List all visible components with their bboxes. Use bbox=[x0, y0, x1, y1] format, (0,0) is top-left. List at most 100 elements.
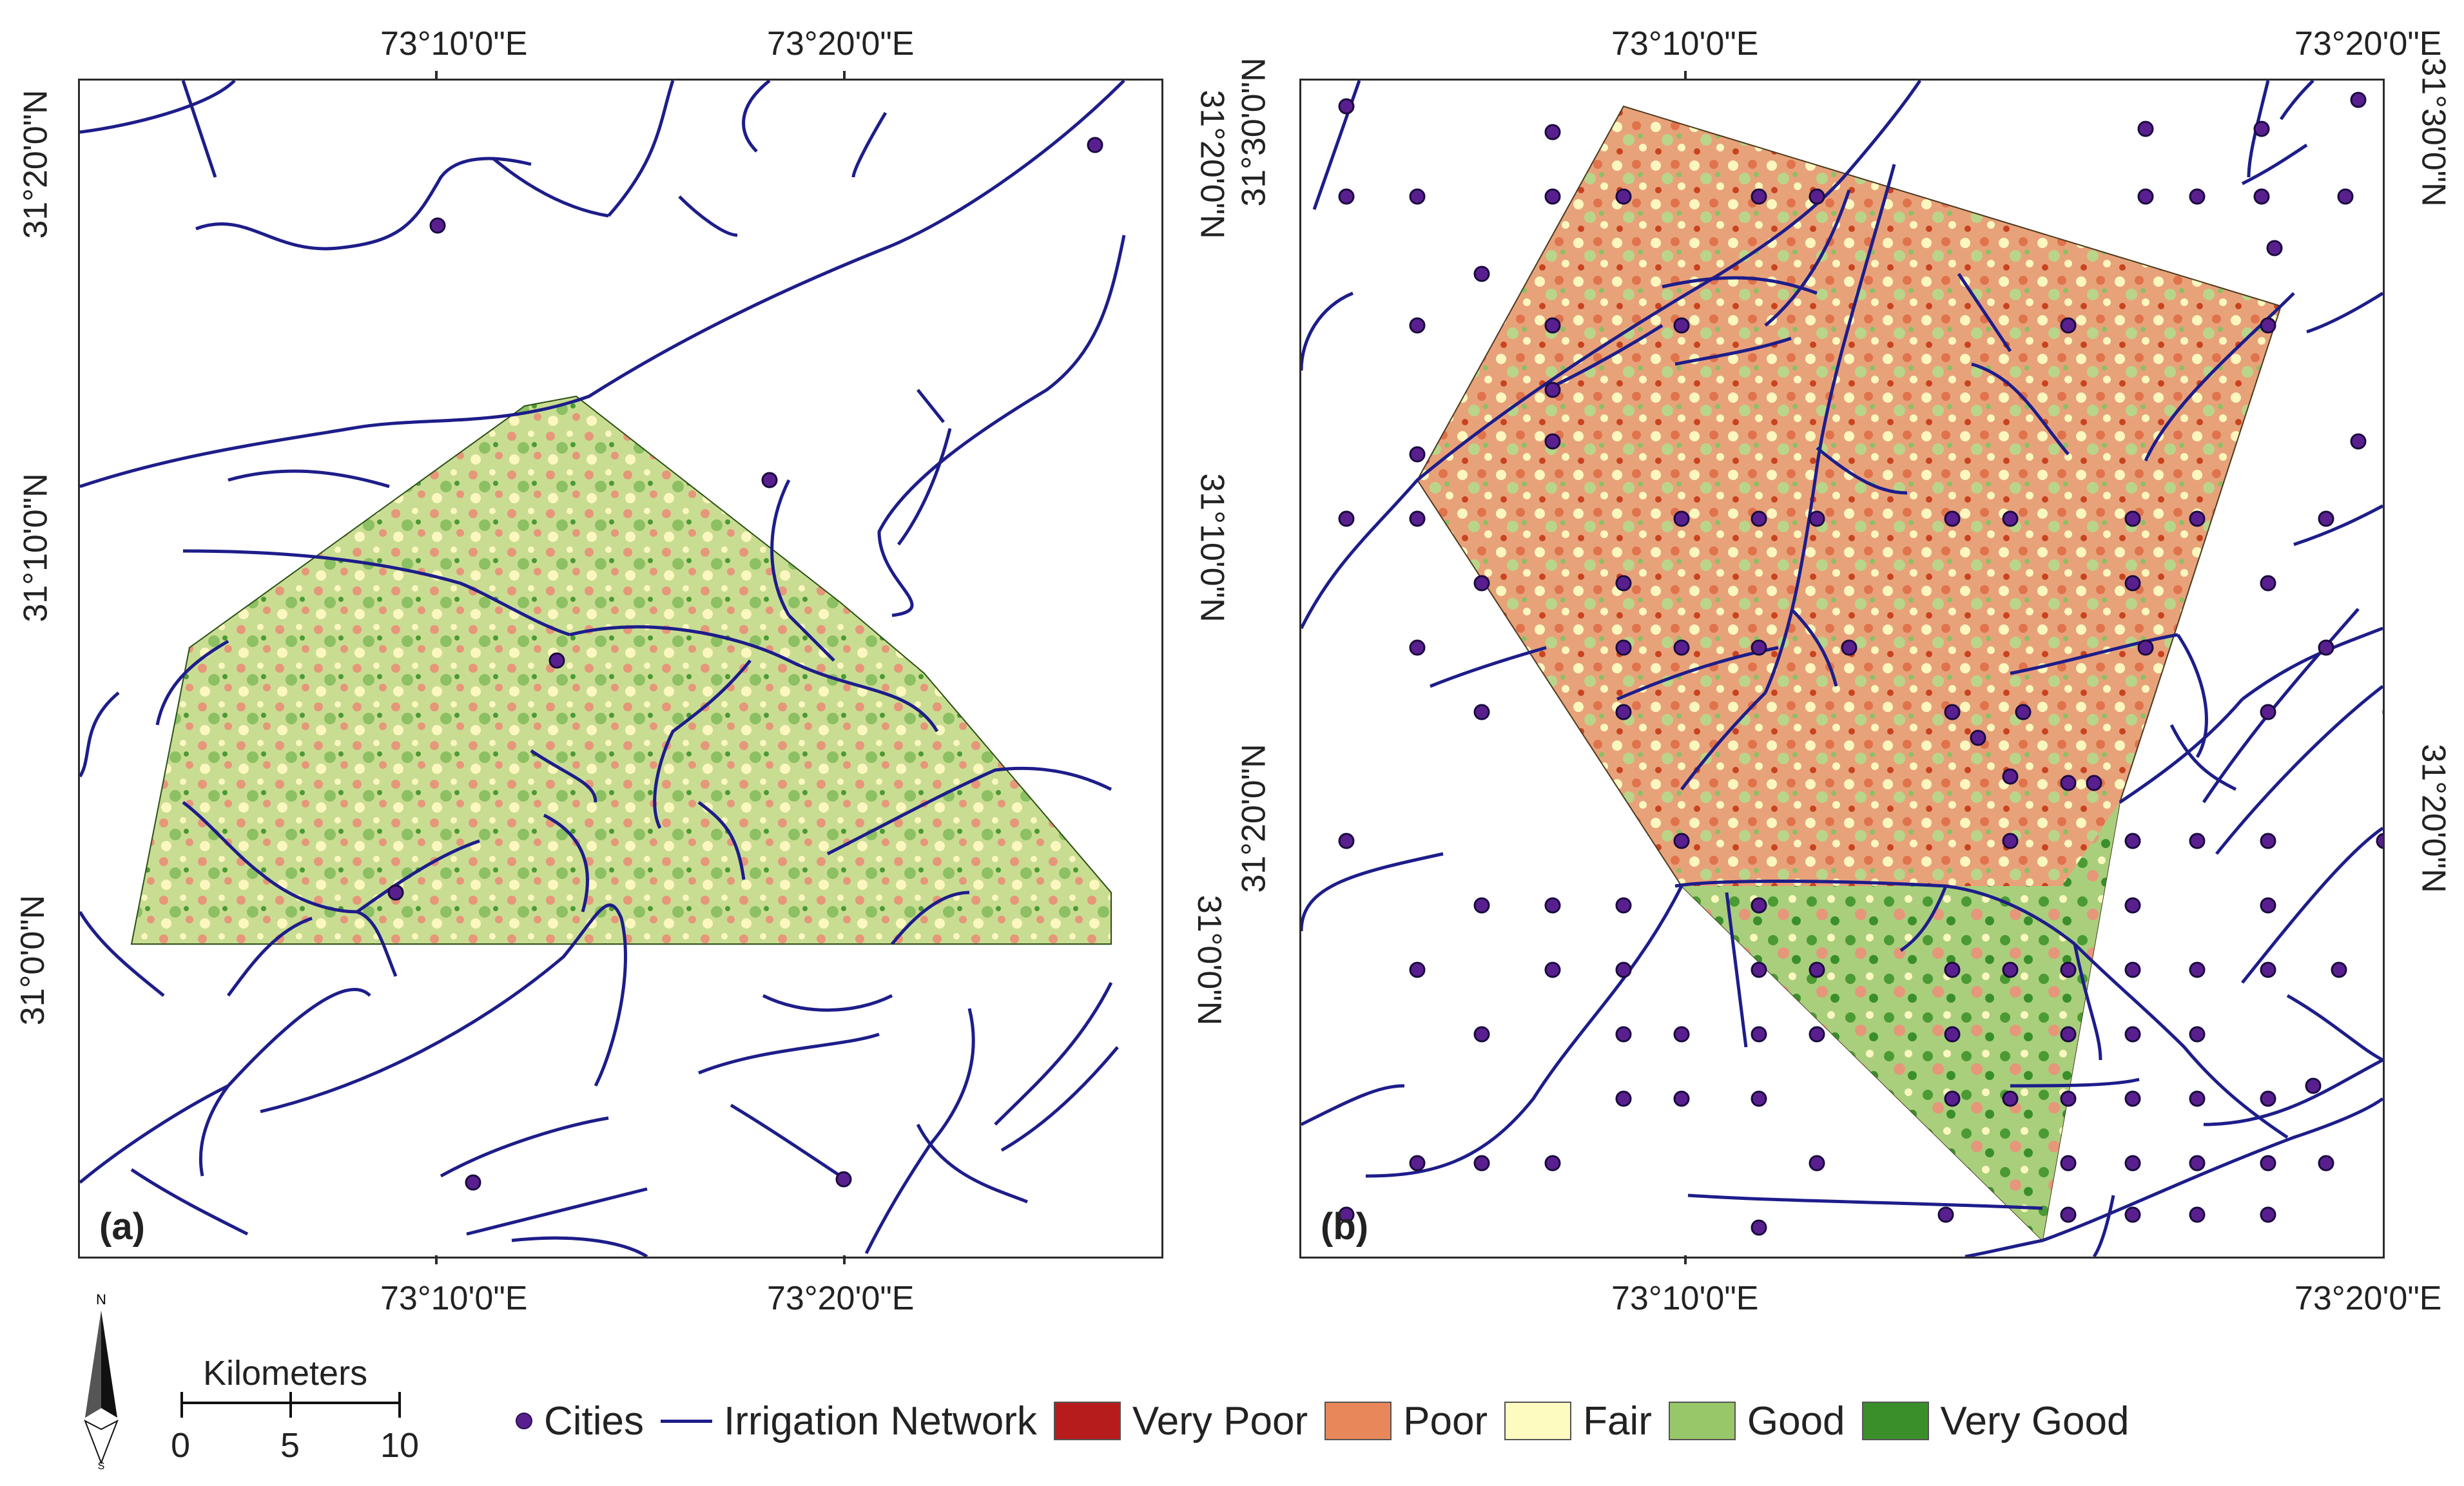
map-b-city-point bbox=[1338, 510, 1355, 527]
map-b-city-point bbox=[2124, 510, 2141, 527]
map-b-city-point bbox=[1338, 98, 1355, 115]
north-arrow-s: S bbox=[98, 1461, 105, 1469]
map-b-city-point bbox=[1473, 1026, 1490, 1043]
b-right-lat-1: 31°30'0"N bbox=[2414, 57, 2452, 207]
map-b-city-point bbox=[2002, 768, 2019, 785]
map-b-city-point bbox=[1751, 897, 1767, 914]
map-b-city-point bbox=[2260, 833, 2276, 849]
map-b-city-point bbox=[1409, 446, 1426, 463]
b-left-lat-2: 31°20'0"N bbox=[1235, 744, 1273, 893]
tick-a-bottom-2 bbox=[843, 1255, 846, 1264]
panel-b-tag: (b) bbox=[1321, 1206, 1369, 1248]
legend-fair-label: Fair bbox=[1583, 1398, 1652, 1443]
map-b-city-point bbox=[1338, 1206, 1355, 1223]
map-b-city-point bbox=[1615, 897, 1632, 914]
map-panel-b: (b) bbox=[1299, 79, 2385, 1259]
map-b-city-point bbox=[1544, 381, 1561, 398]
map-b-city-point bbox=[2189, 1026, 2206, 1043]
map-b-city-point bbox=[1673, 317, 1690, 334]
map-b-city-point bbox=[1751, 961, 1767, 978]
legend-very-good-label: Very Good bbox=[1940, 1398, 2129, 1443]
legend-irrigation: Irrigation Network bbox=[661, 1398, 1037, 1444]
map-b-city-point bbox=[2060, 1090, 2077, 1107]
map-a-city-point bbox=[1087, 137, 1103, 153]
scale-label-10: 10 bbox=[380, 1426, 420, 1465]
map-b-city-point bbox=[1473, 897, 1490, 914]
scale-tick-10 bbox=[398, 1392, 401, 1418]
map-b-city-point bbox=[1338, 188, 1355, 205]
map-b-city-point bbox=[2137, 188, 2154, 205]
map-b-city-point bbox=[2124, 1155, 2141, 1172]
legend-very-poor-label: Very Poor bbox=[1132, 1398, 1308, 1443]
legend-poor-label: Poor bbox=[1403, 1398, 1488, 1443]
map-b-city-point bbox=[2060, 317, 2077, 334]
tick-a-bottom-1 bbox=[435, 1255, 438, 1264]
map-b-city-point bbox=[2124, 961, 2141, 978]
cities-layer-a bbox=[387, 137, 1103, 1191]
map-b-city-point bbox=[2137, 639, 2154, 656]
map-b-city-point bbox=[1473, 1155, 1490, 1172]
map-b-city-point bbox=[1751, 188, 1767, 205]
map-b-city-point bbox=[1751, 1219, 1767, 1236]
map-b-city-point bbox=[1944, 961, 1961, 978]
map-b-city-point bbox=[1544, 188, 1561, 205]
map-b-city-point bbox=[2086, 775, 2102, 791]
very-good-swatch bbox=[1861, 1402, 1929, 1440]
map-a-city-point bbox=[761, 472, 778, 488]
map-b-city-point bbox=[1751, 639, 1767, 656]
legend-fair: Fair bbox=[1504, 1398, 1652, 1444]
map-b-city-point bbox=[2189, 1155, 2206, 1172]
scale-tick-0 bbox=[180, 1392, 183, 1418]
map-b-city-point bbox=[1673, 639, 1690, 656]
a-top-lon-1: 73°10'0"E bbox=[380, 25, 528, 63]
map-b-city-point bbox=[2253, 121, 2270, 137]
map-b-city-point bbox=[2350, 92, 2367, 108]
map-a-city-point bbox=[835, 1171, 852, 1188]
legend-good-label: Good bbox=[1747, 1398, 1845, 1443]
map-b-city-point bbox=[2002, 833, 2019, 849]
north-arrow-n: N bbox=[96, 1291, 106, 1307]
suitability-area-b-south bbox=[1682, 802, 2120, 1240]
map-a-city-point bbox=[465, 1174, 481, 1191]
map-b-city-point bbox=[2260, 317, 2276, 334]
a-bottom-lon-2: 73°20'0"E bbox=[767, 1280, 915, 1317]
north-arrow-icon: N S bbox=[84, 1291, 119, 1469]
map-b-city-point bbox=[1809, 1026, 1825, 1043]
map-b-city-point bbox=[2060, 1155, 2077, 1172]
map-b-city-point bbox=[1615, 639, 1632, 656]
map-b-city-point bbox=[1944, 1026, 1961, 1043]
map-b-city-point bbox=[1809, 1155, 1825, 1172]
map-b-city-point bbox=[1544, 124, 1561, 140]
a-right-lat-3: 31°0'0"N bbox=[1190, 894, 1228, 1026]
good-swatch bbox=[1668, 1402, 1736, 1440]
map-b-city-point bbox=[1409, 188, 1426, 205]
map-b-city-point bbox=[1944, 704, 1961, 720]
map-legend: Cities Irrigation Network Very Poor Poor… bbox=[516, 1392, 2129, 1450]
map-b-city-point bbox=[1809, 961, 1825, 978]
map-b-city-point bbox=[1544, 1155, 1561, 1172]
map-b-city-point bbox=[1751, 1026, 1767, 1043]
irrigation-network-a bbox=[80, 81, 1126, 1257]
map-b-city-point bbox=[2189, 188, 2206, 205]
b-right-lat-2: 31°20'0"N bbox=[2414, 744, 2452, 893]
tick-a-top-2 bbox=[843, 71, 846, 80]
a-left-lat-1: 31°20'0"N bbox=[17, 90, 55, 239]
b-left-lat-1: 31°30'0"N bbox=[1235, 57, 1273, 207]
map-b-city-point bbox=[2189, 1206, 2206, 1223]
map-b-city-point bbox=[1970, 729, 1986, 746]
map-b-city-point bbox=[1751, 510, 1767, 527]
map-b-city-point bbox=[1937, 1206, 1954, 1223]
a-left-lat-2: 31°10'0"N bbox=[17, 473, 55, 622]
map-b-city-point bbox=[2124, 1026, 2141, 1043]
legend-very-good: Very Good bbox=[1861, 1398, 2129, 1444]
map-panel-a: (a) bbox=[78, 79, 1163, 1259]
map-b-city-point bbox=[2318, 510, 2334, 527]
a-right-lat-2: 31°10'0"N bbox=[1193, 473, 1231, 622]
scale-label-5: 5 bbox=[280, 1426, 300, 1465]
map-b-city-point bbox=[2260, 961, 2276, 978]
map-b-city-point bbox=[1841, 639, 1858, 656]
map-b-city-point bbox=[2189, 510, 2206, 527]
map-b-city-point bbox=[1809, 188, 1825, 205]
map-b-city-point bbox=[2124, 575, 2141, 592]
scale-title: Kilometers bbox=[203, 1354, 368, 1393]
